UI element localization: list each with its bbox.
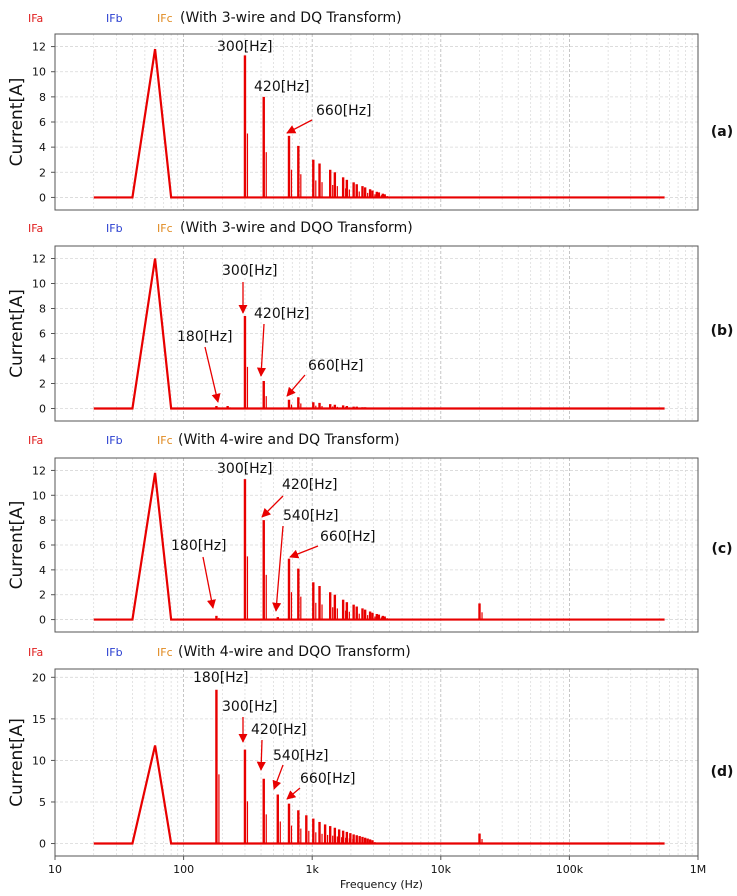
annotation-arrow — [286, 787, 301, 800]
annotation-label: 660[Hz] — [300, 771, 356, 787]
y-tick-label: 20 — [32, 671, 46, 684]
legend-item-IFc: IFc — [157, 434, 173, 447]
legend-item-IFa: IFa — [28, 12, 43, 25]
y-axis-label: Current[A] — [7, 78, 27, 167]
plot-frame — [54, 668, 699, 857]
annotation-arrow — [289, 545, 319, 559]
y-tick-label: 8 — [39, 303, 46, 316]
chart-title: (With 3-wire and DQ Transform) — [180, 10, 402, 26]
y-tick-label: 10 — [32, 278, 46, 291]
y-tick-label: 5 — [39, 796, 46, 809]
y-tick-label: 2 — [39, 166, 46, 179]
panel-c: 0 2 4 6 8 10 12 Current[A] IFa IFb IFc (With 4-wire… — [7, 432, 733, 633]
annotation-arrow — [286, 374, 306, 397]
annotation-label: 540[Hz] — [283, 508, 339, 524]
y-tick-label: 12 — [32, 464, 46, 477]
y-tick-label: 15 — [32, 713, 46, 726]
y-tick-label: 2 — [39, 589, 46, 602]
legend-item-IFb: IFb — [106, 646, 123, 659]
annotation-label: 180[Hz] — [193, 670, 249, 686]
y-axis-label: Current[A] — [7, 289, 27, 378]
y-tick-label: 6 — [39, 328, 46, 341]
chart-title: (With 4-wire and DQ Transform) — [178, 432, 400, 448]
y-tick-label: 0 — [39, 191, 46, 204]
annotation-arrow — [261, 495, 284, 518]
annotation-label: 420[Hz] — [251, 722, 307, 738]
legend-item-IFa: IFa — [28, 434, 43, 447]
y-tick-label: 12 — [32, 253, 46, 266]
legend-item-IFb: IFb — [106, 12, 123, 25]
panel-label: (a) — [711, 124, 733, 140]
annotation-label: 180[Hz] — [177, 329, 233, 345]
y-tick-label: 8 — [39, 91, 46, 104]
annotation-label: 420[Hz] — [254, 306, 310, 322]
y-tick-label: 4 — [39, 353, 46, 366]
y-axis-label: Current[A] — [7, 501, 27, 590]
legend-item-IFc: IFc — [157, 222, 173, 235]
annotation-label: 660[Hz] — [320, 529, 376, 545]
plot-area — [55, 669, 698, 856]
annotation-arrow — [256, 739, 266, 771]
y-tick-label: 10 — [32, 754, 46, 767]
y-tick-label: 6 — [39, 539, 46, 552]
legend-item-IFb: IFb — [106, 222, 123, 235]
panel-b: 0 2 4 6 8 10 12 Current[A] IFa IFb IFc (With 3-wire… — [7, 220, 734, 422]
legend-item-IFc: IFc — [157, 12, 173, 25]
annotation-label: 660[Hz] — [308, 358, 364, 374]
legend-item-IFb: IFb — [106, 434, 123, 447]
annotation-label: 180[Hz] — [171, 538, 227, 554]
annotation-label: 300[Hz] — [222, 699, 278, 715]
y-tick-label: 0 — [39, 838, 46, 851]
y-tick-label: 0 — [39, 403, 46, 416]
y-tick-label: 8 — [39, 514, 46, 527]
panel-label: (b) — [711, 323, 734, 339]
chart-title: (With 4-wire and DQO Transform) — [178, 644, 411, 660]
annotation-label: 300[Hz] — [222, 263, 278, 279]
annotation-label: 540[Hz] — [273, 748, 329, 764]
x-tick-label: 100k — [556, 863, 584, 876]
plot-frame — [54, 33, 699, 211]
x-tick-label: 100 — [173, 863, 194, 876]
annotation-arrow — [272, 525, 284, 612]
legend-item-IFa: IFa — [28, 222, 43, 235]
panel-a: 0 2 4 6 8 10 12 Current[A] IFa IFb IFc (With 3-wire… — [7, 10, 733, 211]
panel-d: 0 5 10 15 20 Current[A] IFa IFb IFc (With 4-wire … — [7, 644, 734, 857]
fundamental-trace — [93, 48, 665, 199]
annotation-label: 660[Hz] — [316, 103, 372, 119]
annotation-label: 300[Hz] — [217, 461, 273, 477]
annotation-arrow — [272, 764, 284, 790]
y-tick-label: 6 — [39, 116, 46, 129]
y-tick-label: 12 — [32, 41, 46, 54]
x-tick-label: 1M — [690, 863, 707, 876]
annotation-arrow — [202, 556, 216, 609]
x-tick-label: 10k — [431, 863, 452, 876]
plot-frame — [54, 457, 699, 633]
legend-item-IFc: IFc — [157, 646, 173, 659]
annotation-arrow — [204, 346, 221, 403]
y-tick-label: 10 — [32, 66, 46, 79]
annotation-label: 300[Hz] — [217, 39, 273, 55]
y-tick-label: 0 — [39, 614, 46, 627]
y-tick-label: 4 — [39, 564, 46, 577]
annotation-label: 420[Hz] — [282, 477, 338, 493]
y-tick-label: 10 — [32, 489, 46, 502]
x-axis-label: Frequency (Hz) — [340, 878, 423, 891]
panel-label: (c) — [711, 541, 732, 557]
y-axis-label: Current[A] — [7, 718, 27, 807]
x-tick-label: 10 — [48, 863, 62, 876]
y-tick-label: 4 — [39, 141, 46, 154]
annotation-label: 420[Hz] — [254, 79, 310, 95]
y-tick-label: 2 — [39, 378, 46, 391]
chart-title: (With 3-wire and DQO Transform) — [180, 220, 413, 236]
x-tick-label: 1k — [306, 863, 320, 876]
annotation-arrow — [286, 119, 313, 134]
plot-frame — [54, 245, 699, 422]
panel-label: (d) — [711, 764, 734, 780]
annotation-arrow — [256, 323, 267, 377]
legend-item-IFa: IFa — [28, 646, 43, 659]
